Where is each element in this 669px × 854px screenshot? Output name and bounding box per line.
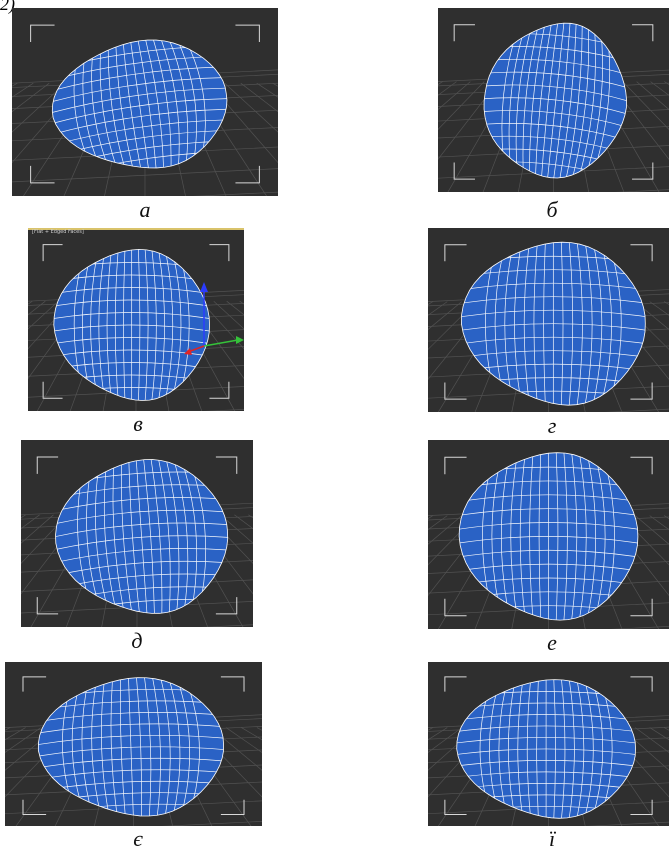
mesh-render-b bbox=[438, 15, 669, 192]
bounding-box-corners bbox=[444, 244, 653, 400]
mesh-blob bbox=[460, 241, 646, 406]
caption-a: а bbox=[139, 197, 151, 222]
panel-e bbox=[428, 440, 669, 629]
caption-b: б bbox=[546, 197, 558, 222]
mesh-blob bbox=[458, 452, 639, 621]
panel-g bbox=[428, 228, 669, 412]
mesh-render-yi bbox=[428, 676, 669, 826]
transform-gizmo-icon bbox=[184, 282, 244, 355]
caption-d: д bbox=[131, 628, 143, 653]
caption-ye: є bbox=[133, 826, 143, 851]
caption-g: г bbox=[547, 413, 557, 438]
mesh-render-ye bbox=[5, 674, 262, 826]
mesh-blob bbox=[50, 454, 233, 621]
panel-d bbox=[21, 440, 253, 627]
caption-e: е bbox=[547, 630, 557, 655]
bounding-box-corners bbox=[36, 456, 238, 615]
mesh-render-a bbox=[12, 24, 278, 196]
viewport-label: [Flat + Edged Faces] bbox=[32, 229, 84, 235]
panel-ye bbox=[5, 662, 262, 826]
panel-yi bbox=[428, 662, 669, 826]
mesh-render-v bbox=[28, 244, 244, 411]
panel-a bbox=[12, 8, 278, 196]
bounding-box-corners bbox=[444, 456, 653, 617]
caption-yi: ї bbox=[548, 826, 556, 851]
bounding-box-corners bbox=[30, 24, 260, 184]
mesh-blob bbox=[53, 248, 210, 401]
mesh-render-d bbox=[21, 454, 253, 627]
active-viewport-border bbox=[28, 228, 244, 230]
mesh-render-g bbox=[428, 241, 669, 412]
mesh-blob bbox=[476, 15, 635, 185]
bounding-box-corners bbox=[22, 676, 245, 816]
mesh-blob bbox=[456, 679, 636, 819]
bounding-box-corners bbox=[453, 24, 654, 180]
caption-v: в bbox=[133, 411, 143, 436]
mesh-render-e bbox=[428, 452, 669, 629]
panel-b bbox=[438, 8, 669, 192]
panel-v: [Flat + Edged Faces] bbox=[28, 228, 244, 411]
bounding-box-corners bbox=[42, 244, 230, 399]
bounding-box-corners bbox=[444, 676, 653, 816]
mesh-blob bbox=[35, 674, 226, 820]
mesh-blob bbox=[44, 29, 236, 182]
